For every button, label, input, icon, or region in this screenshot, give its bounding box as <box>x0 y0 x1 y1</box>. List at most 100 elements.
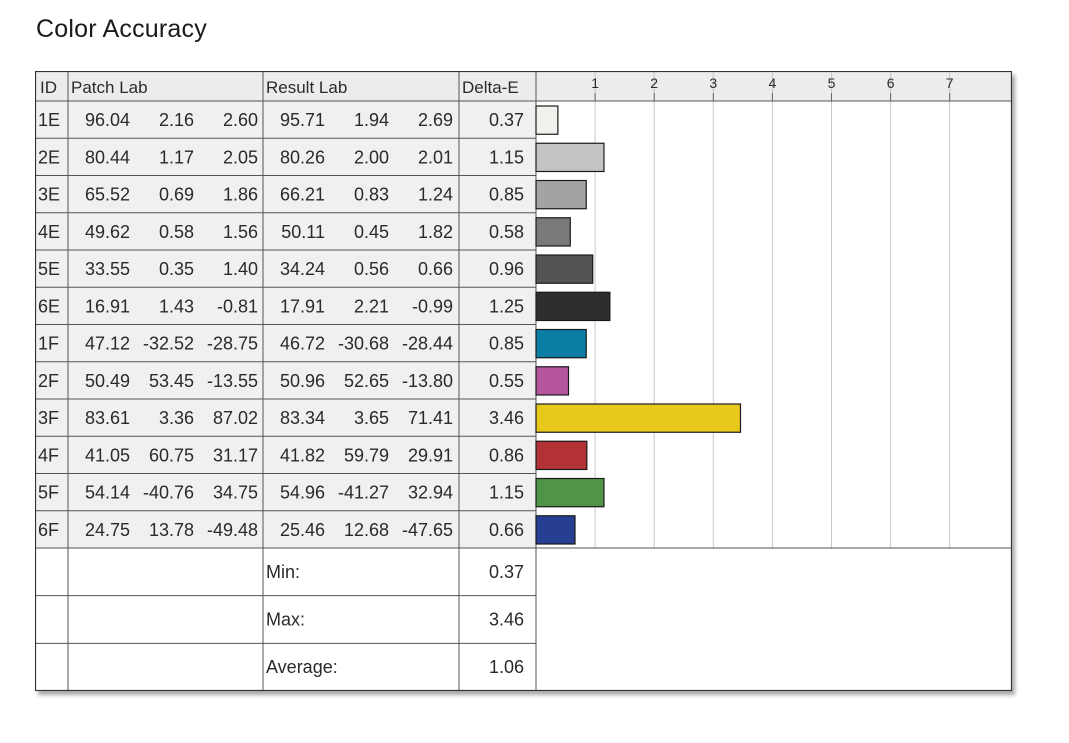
delta-e-value: 0.96 <box>489 259 524 279</box>
result-lab-value: 12.68 <box>344 520 389 540</box>
result-lab-value: 52.65 <box>344 371 389 391</box>
row-id: 5E <box>38 259 60 279</box>
report-grid: ID Patch Lab Result Lab Delta-E 1 2 3 4 5 6 7 1E 96.… <box>35 71 1012 691</box>
header-result-lab: Result Lab <box>266 78 347 97</box>
patch-lab-value: 1.40 <box>223 259 258 279</box>
delta-e-value: 0.86 <box>489 445 524 465</box>
summary-label: Average: <box>266 657 338 677</box>
result-lab-value: 25.46 <box>280 520 325 540</box>
result-lab-value: 2.69 <box>418 110 453 130</box>
delta-e-bar <box>535 477 605 508</box>
delta-e-value: 0.55 <box>489 371 524 391</box>
patch-lab-value: 16.91 <box>85 296 130 316</box>
patch-lab-value: 87.02 <box>213 408 258 428</box>
patch-lab-value: 1.17 <box>159 147 194 167</box>
delta-e-bar <box>535 328 587 359</box>
result-lab-value: 29.91 <box>408 445 453 465</box>
result-lab-value: -41.27 <box>338 483 389 503</box>
result-lab-value: 17.91 <box>280 296 325 316</box>
patch-lab-value: -32.52 <box>143 334 194 354</box>
patch-lab-value: 54.14 <box>85 483 130 503</box>
summary-value: 0.37 <box>489 562 524 582</box>
patch-lab-value: -49.48 <box>207 520 258 540</box>
patch-lab-value: -28.75 <box>207 334 258 354</box>
patch-lab-value: 1.43 <box>159 296 194 316</box>
patch-lab-value: 60.75 <box>149 445 194 465</box>
row-id: 4E <box>38 222 60 242</box>
row-id: 6F <box>38 520 59 540</box>
row-background <box>35 361 536 399</box>
result-lab-value: 2.00 <box>354 147 389 167</box>
result-lab-value: 83.34 <box>280 408 325 428</box>
axis-tick-label: 2 <box>650 75 658 91</box>
result-lab-value: -30.68 <box>338 334 389 354</box>
delta-e-bar <box>535 179 587 210</box>
patch-lab-value: 2.60 <box>223 110 258 130</box>
row-background <box>35 324 536 362</box>
patch-lab-value: 47.12 <box>85 334 130 354</box>
delta-e-bar <box>535 366 570 396</box>
row-id: 2F <box>38 371 59 391</box>
result-lab-value: 2.21 <box>354 296 389 316</box>
result-lab-value: 2.01 <box>418 147 453 167</box>
row-id: 3F <box>38 408 59 428</box>
result-lab-value: -13.80 <box>402 371 453 391</box>
summary-value: 3.46 <box>489 610 524 630</box>
axis-tick-label: 6 <box>887 75 895 91</box>
result-lab-value: 0.83 <box>354 185 389 205</box>
patch-lab-value: 31.17 <box>213 445 258 465</box>
result-lab-value: 71.41 <box>408 408 453 428</box>
axis-tick-label: 5 <box>828 75 836 91</box>
result-lab-value: 66.21 <box>280 185 325 205</box>
header-id: ID <box>40 78 57 97</box>
row-background <box>35 399 536 437</box>
result-lab-value: -47.65 <box>402 520 453 540</box>
summary-label: Min: <box>266 562 300 582</box>
result-lab-value: 50.11 <box>281 222 325 242</box>
axis-tick-label: 4 <box>769 75 777 91</box>
patch-lab-value: 96.04 <box>85 110 130 130</box>
result-lab-value: 80.26 <box>280 147 325 167</box>
delta-e-bar <box>535 142 605 173</box>
result-lab-value: 95.71 <box>280 110 325 130</box>
result-lab-value: 59.79 <box>344 445 389 465</box>
result-lab-value: 0.66 <box>418 259 453 279</box>
report-border <box>35 71 1012 691</box>
delta-e-bar <box>535 217 571 247</box>
delta-e-bar <box>535 403 742 433</box>
row-background <box>35 101 536 139</box>
patch-lab-value: 0.35 <box>159 259 194 279</box>
patch-lab-value: 2.16 <box>159 110 194 130</box>
patch-lab-value: 33.55 <box>85 259 130 279</box>
patch-lab-value: 24.75 <box>85 520 130 540</box>
delta-e-bar <box>535 291 611 322</box>
row-background <box>35 510 536 548</box>
header-patch-lab: Patch Lab <box>71 78 148 97</box>
patch-lab-value: 41.05 <box>85 445 130 465</box>
delta-e-value: 0.85 <box>489 334 524 354</box>
result-lab-value: 46.72 <box>280 334 325 354</box>
patch-lab-value: -13.55 <box>207 371 258 391</box>
delta-e-bar <box>535 254 594 284</box>
delta-e-value: 0.85 <box>489 185 524 205</box>
color-accuracy-report: ID Patch Lab Result Lab Delta-E 1 2 3 4 5 6 7 1E 96.… <box>35 71 1012 691</box>
row-id: 2E <box>38 147 60 167</box>
patch-lab-value: -0.81 <box>217 296 258 316</box>
delta-e-bar <box>535 440 588 471</box>
summary-label: Max: <box>266 610 305 630</box>
row-background <box>35 436 536 474</box>
patch-lab-value: 3.36 <box>159 408 194 428</box>
axis-tick-label: 3 <box>709 75 717 91</box>
patch-lab-value: 80.44 <box>85 147 130 167</box>
result-lab-value: -28.44 <box>402 334 453 354</box>
patch-lab-value: 0.58 <box>159 222 194 242</box>
axis-tick-label: 1 <box>591 75 599 91</box>
page-title: Color Accuracy <box>36 15 207 43</box>
result-lab-value: 3.65 <box>354 408 389 428</box>
result-lab-value: 54.96 <box>280 483 325 503</box>
patch-lab-value: 2.05 <box>223 147 258 167</box>
result-lab-value: 34.24 <box>280 259 325 279</box>
row-id: 6E <box>38 296 60 316</box>
summary-value: 1.06 <box>489 657 524 677</box>
patch-lab-value: 1.86 <box>223 185 258 205</box>
